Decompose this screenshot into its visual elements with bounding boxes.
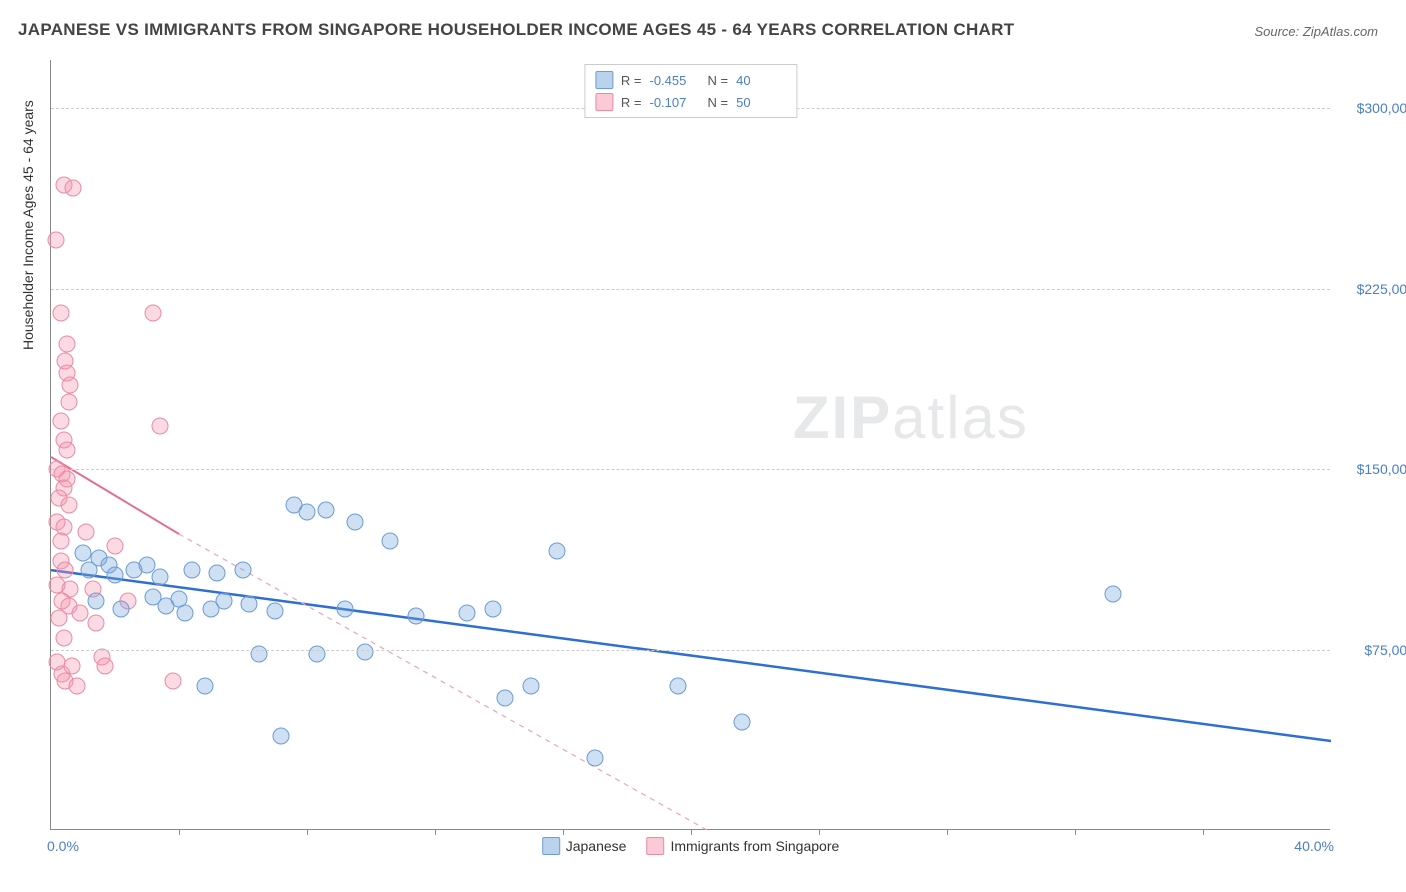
data-point-blue (407, 607, 424, 624)
y-tick-label: $150,000 (1335, 461, 1406, 477)
data-point-pink (52, 304, 69, 321)
data-point-blue (347, 514, 364, 531)
trendline-blue (51, 570, 1331, 741)
r-label: R = (621, 73, 642, 88)
x-tick (1075, 829, 1076, 835)
x-tick (691, 829, 692, 835)
data-point-pink (52, 533, 69, 550)
legend-label-pink: Immigrants from Singapore (670, 838, 839, 854)
x-tick (563, 829, 564, 835)
data-point-blue (235, 562, 252, 579)
data-point-pink (60, 393, 77, 410)
swatch-blue-icon (595, 71, 613, 89)
swatch-pink-icon (595, 93, 613, 111)
n-value-blue: 40 (736, 73, 786, 88)
data-point-pink (71, 605, 88, 622)
r-value-pink: -0.107 (650, 95, 700, 110)
data-point-blue (548, 542, 565, 559)
legend-item-blue: Japanese (542, 837, 627, 855)
data-point-blue (1105, 586, 1122, 603)
data-point-blue (497, 689, 514, 706)
r-label: R = (621, 95, 642, 110)
data-point-blue (87, 593, 104, 610)
data-point-pink (59, 441, 76, 458)
y-tick-label: $300,000 (1335, 100, 1406, 116)
gridline (51, 650, 1330, 651)
data-point-blue (267, 603, 284, 620)
data-point-pink (60, 497, 77, 514)
r-value-blue: -0.455 (650, 73, 700, 88)
legend: Japanese Immigrants from Singapore (542, 837, 840, 855)
trendlines-svg (51, 60, 1331, 830)
n-value-pink: 50 (736, 95, 786, 110)
data-point-blue (382, 533, 399, 550)
data-point-blue (337, 600, 354, 617)
legend-item-pink: Immigrants from Singapore (646, 837, 839, 855)
n-label: N = (708, 95, 729, 110)
data-point-pink (145, 304, 162, 321)
x-tick (179, 829, 180, 835)
data-point-blue (459, 605, 476, 622)
data-point-pink (107, 538, 124, 555)
source-attribution: Source: ZipAtlas.com (1254, 24, 1378, 39)
data-point-pink (97, 658, 114, 675)
swatch-pink-icon (646, 837, 664, 855)
y-axis-title: Householder Income Ages 45 - 64 years (20, 100, 36, 350)
data-point-blue (241, 595, 258, 612)
legend-label-blue: Japanese (566, 838, 627, 854)
x-tick (435, 829, 436, 835)
data-point-blue (299, 504, 316, 521)
x-tick (819, 829, 820, 835)
x-tick (947, 829, 948, 835)
data-point-pink (62, 376, 79, 393)
x-tick (307, 829, 308, 835)
data-point-blue (670, 677, 687, 694)
plot-area: ZIPatlas $75,000$150,000$225,000$300,000… (50, 60, 1330, 830)
data-point-pink (52, 412, 69, 429)
x-axis-max-label: 40.0% (1294, 838, 1334, 854)
data-point-blue (183, 562, 200, 579)
swatch-blue-icon (542, 837, 560, 855)
data-point-blue (273, 728, 290, 745)
data-point-pink (164, 672, 181, 689)
data-point-pink (87, 615, 104, 632)
data-point-blue (151, 569, 168, 586)
data-point-pink (59, 335, 76, 352)
stats-row-pink: R = -0.107 N = 50 (595, 91, 786, 113)
data-point-blue (177, 605, 194, 622)
data-point-blue (587, 749, 604, 766)
data-point-blue (196, 677, 213, 694)
y-tick-label: $75,000 (1335, 642, 1406, 658)
n-label: N = (708, 73, 729, 88)
data-point-pink (51, 610, 68, 627)
data-point-pink (78, 523, 95, 540)
data-point-blue (113, 600, 130, 617)
data-point-blue (484, 600, 501, 617)
data-point-pink (151, 417, 168, 434)
x-axis-min-label: 0.0% (47, 838, 79, 854)
data-point-blue (734, 713, 751, 730)
y-tick-label: $225,000 (1335, 281, 1406, 297)
data-point-blue (215, 593, 232, 610)
data-point-blue (209, 564, 226, 581)
gridline (51, 289, 1330, 290)
data-point-blue (318, 501, 335, 518)
trendline-pink-dashed (179, 534, 707, 830)
data-point-blue (308, 646, 325, 663)
x-tick (1203, 829, 1204, 835)
data-point-pink (55, 629, 72, 646)
chart-title: JAPANESE VS IMMIGRANTS FROM SINGAPORE HO… (18, 20, 1014, 40)
data-point-pink (68, 677, 85, 694)
stats-box: R = -0.455 N = 40 R = -0.107 N = 50 (584, 64, 797, 118)
data-point-blue (107, 566, 124, 583)
data-point-blue (251, 646, 268, 663)
data-point-blue (523, 677, 540, 694)
data-point-pink (47, 232, 64, 249)
gridline (51, 469, 1330, 470)
stats-row-blue: R = -0.455 N = 40 (595, 69, 786, 91)
data-point-blue (75, 545, 92, 562)
data-point-blue (356, 643, 373, 660)
data-point-pink (65, 179, 82, 196)
